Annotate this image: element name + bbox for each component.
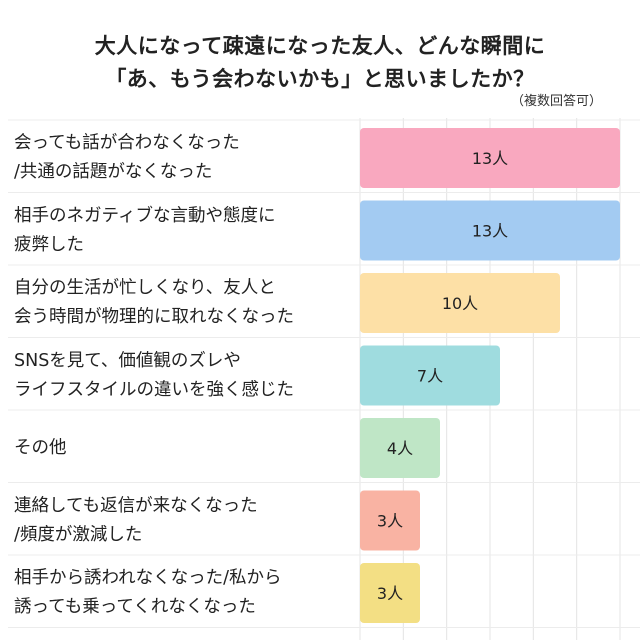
- bar-1: [360, 128, 620, 188]
- bar-value-label-2: 13人: [472, 222, 508, 241]
- bar-4: [360, 345, 500, 406]
- category-label-line: その他: [14, 437, 67, 458]
- category-label-5: その他: [14, 434, 354, 463]
- category-label-7: 相手から誘われなくなった/私から 誘っても乗ってくれなくなった: [14, 564, 354, 622]
- category-label-2: 相手のネガティブな言動や態度に 疲弊した: [14, 202, 354, 260]
- category-label-line: 自分の生活が忙しくなり、友人と: [14, 278, 276, 298]
- bar-value-label-5: 4人: [387, 439, 413, 458]
- bar-6: [360, 490, 420, 551]
- title-line-1: 大人になって疎遠になった友人、どんな瞬間に: [94, 34, 546, 58]
- bar-value-label-1: 13人: [472, 149, 508, 168]
- title-line-2: 「あ、もう会わないかも」と思いましたか？: [105, 67, 535, 91]
- category-label-6: 連絡しても返信が来なくなった/頻度が激減した: [14, 492, 354, 550]
- category-label-line: 相手のネガティブな言動や態度に: [14, 205, 276, 226]
- category-label-line: 連絡しても返信が来なくなった: [14, 495, 258, 516]
- category-label-4: SNSを見て、価値観のズレやライフスタイルの違いを強く感じた: [14, 347, 354, 405]
- category-label-line: 相手から誘われなくなった/私から: [14, 568, 282, 588]
- bar-2: [360, 200, 620, 261]
- bar-value-label-4: 7人: [417, 367, 443, 386]
- category-label-line: /頻度が激減した: [14, 524, 143, 545]
- category-label-1: 会っても話が合わなくなった/共通の話題がなくなった: [14, 129, 354, 187]
- bar-3: [360, 273, 560, 333]
- bar-value-label-3: 10人: [442, 294, 478, 313]
- bar-value-label-7: 3人: [377, 584, 403, 603]
- category-label-line: 疲弊した: [14, 234, 84, 255]
- category-label-line: 会っても話が合わなくなった: [14, 133, 240, 153]
- bar-value-label-6: 3人: [377, 512, 403, 531]
- category-label-line: SNSを見て、価値観のズレや: [14, 350, 241, 371]
- bar-7: [360, 563, 420, 623]
- bar-5: [360, 418, 440, 478]
- chart-title: 大人になって疎遠になった友人、どんな瞬間に 「あ、もう会わないかも」と思いました…: [0, 30, 640, 96]
- category-label-line: /共通の話題がなくなった: [14, 162, 213, 182]
- category-label-3: 自分の生活が忙しくなり、友人と 会う時間が物理的に取れなくなった: [14, 274, 354, 332]
- category-label-line: 会う時間が物理的に取れなくなった: [14, 307, 294, 327]
- category-label-line: 誘っても乗ってくれなくなった: [14, 597, 256, 617]
- category-label-line: ライフスタイルの違いを強く感じた: [14, 379, 294, 400]
- chart-note: （複数回答可）: [510, 94, 602, 109]
